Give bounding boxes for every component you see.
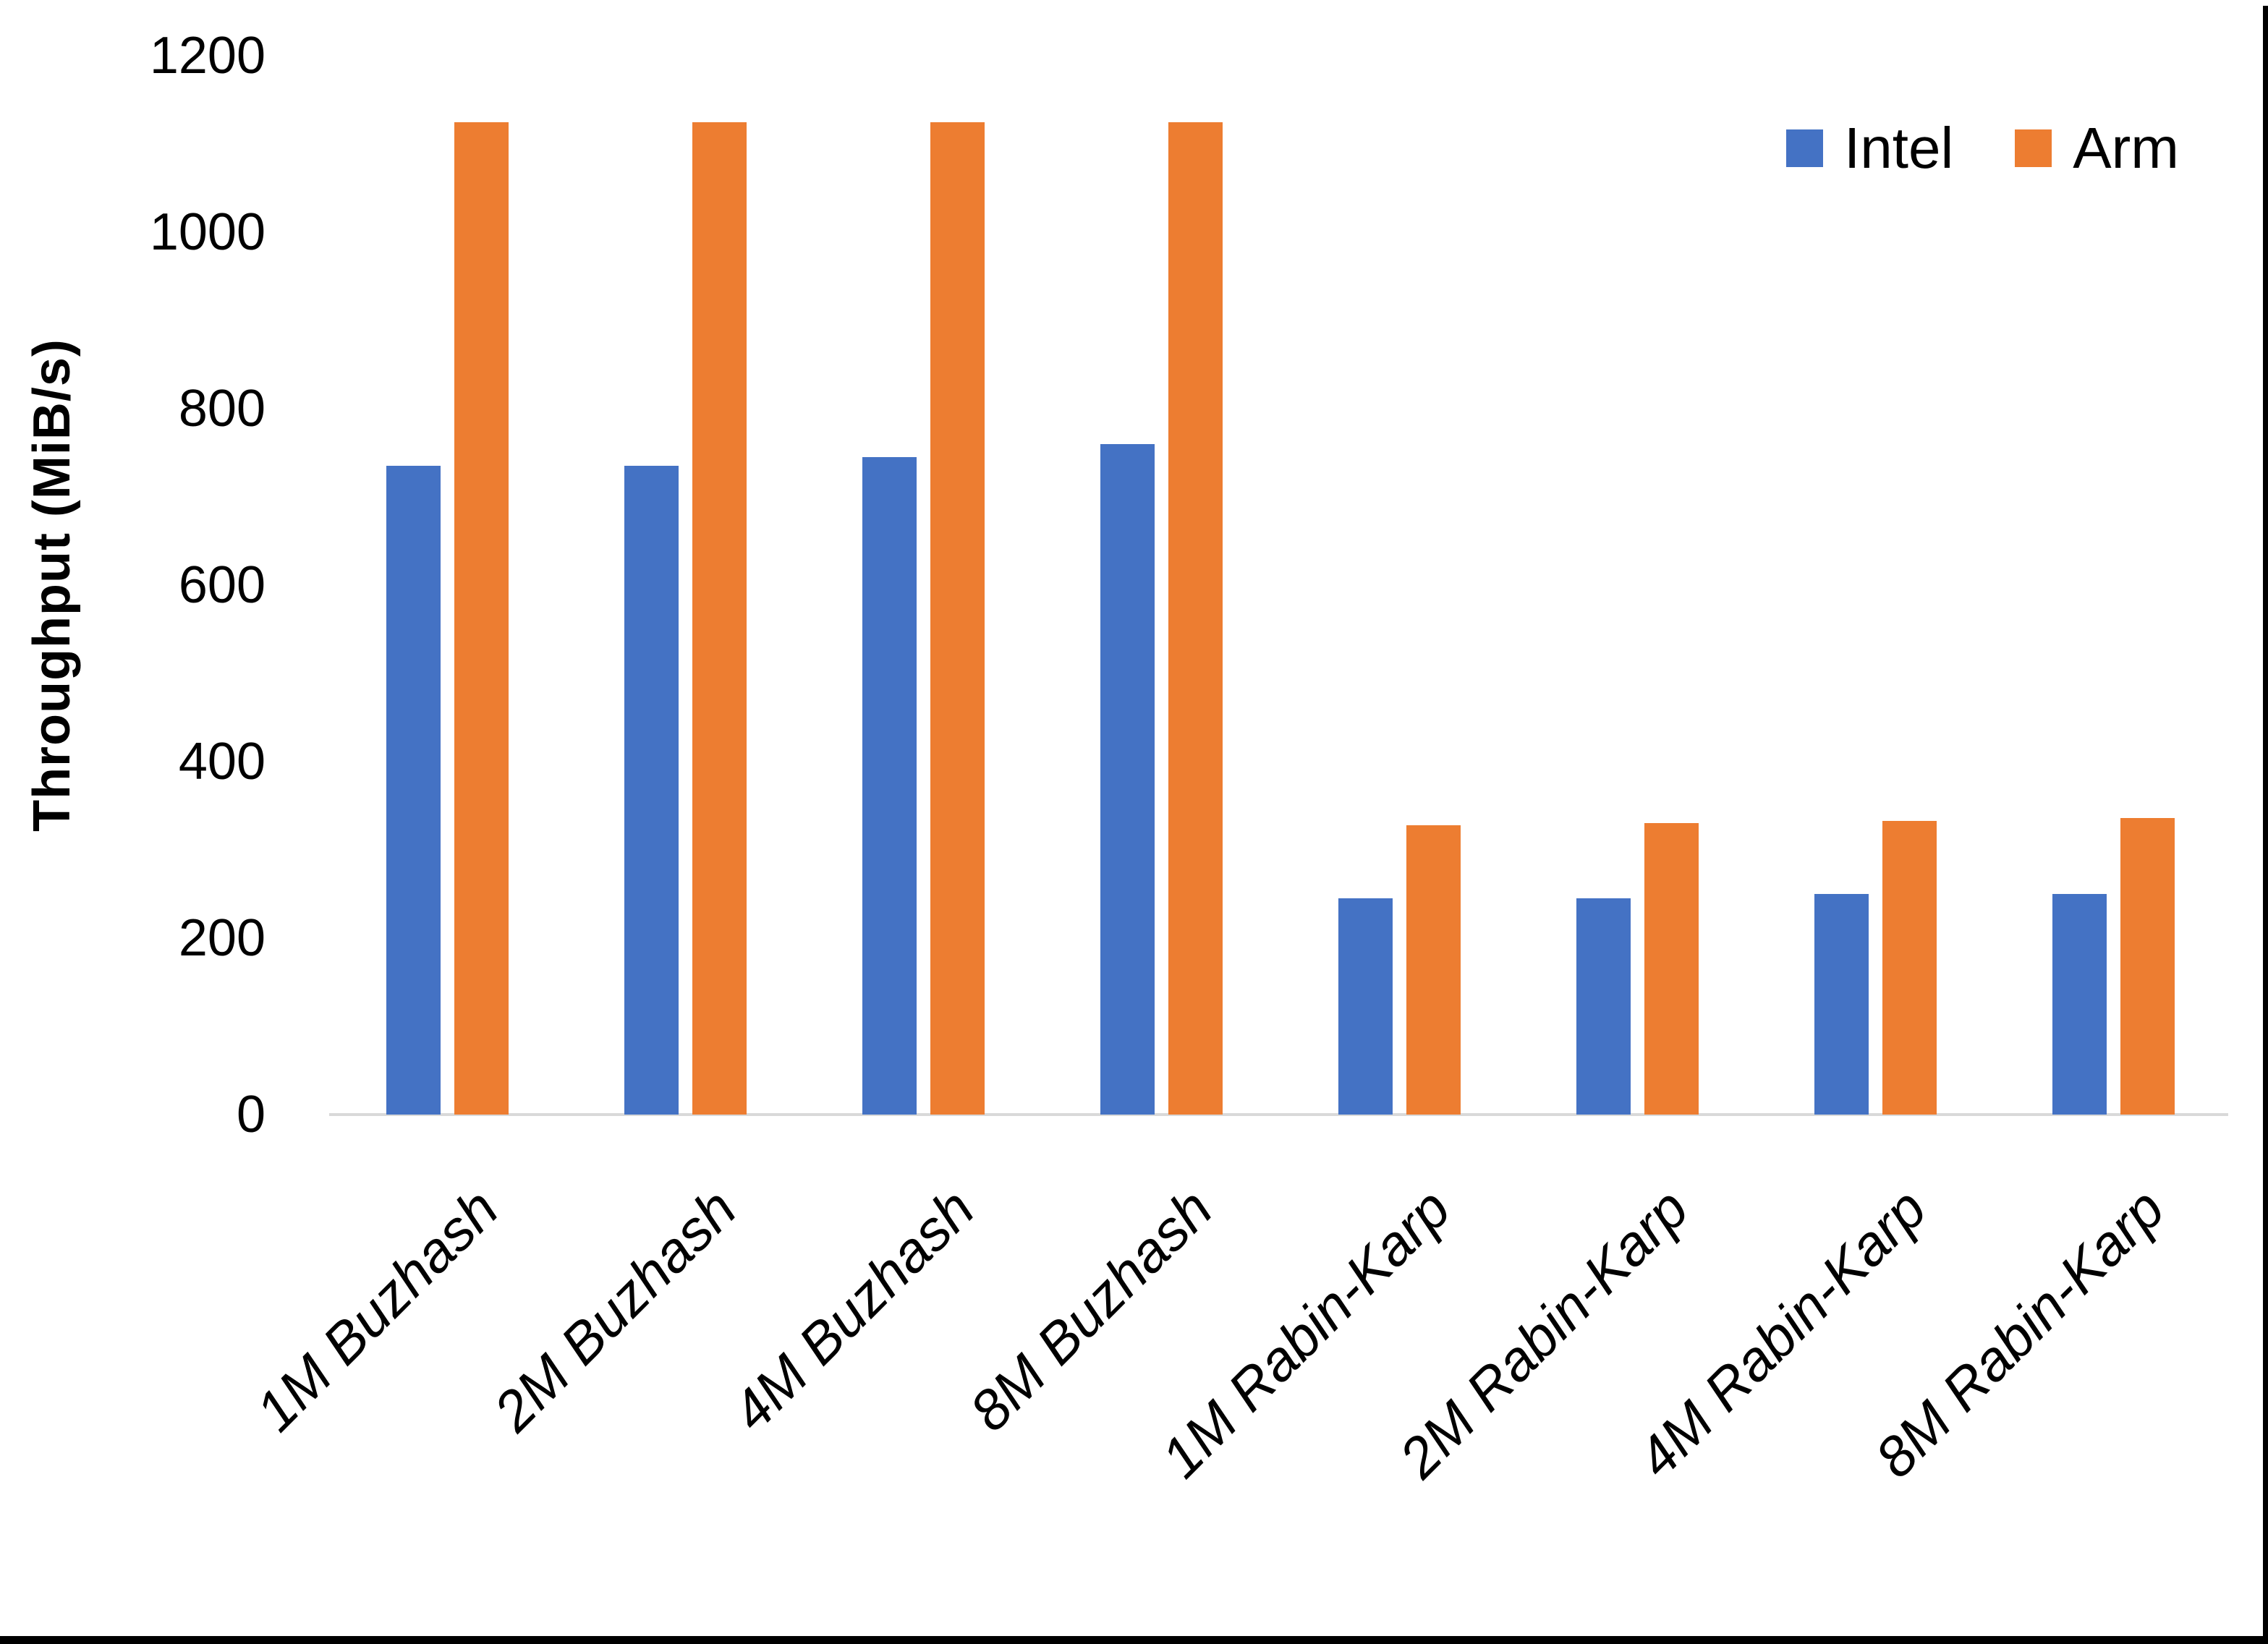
legend: Intel Arm [1786,119,2179,177]
bar-intel-2m-buzhash [624,466,679,1115]
bar-intel-8m-buzhash [1100,443,1155,1115]
legend-label-intel: Intel [1844,116,1954,180]
scan-border-right [2263,6,2268,1644]
y-tick-label-1000: 1000 [149,203,266,261]
bar-intel-4m-rabin-karp [1814,894,1869,1115]
bar-intel-4m-buzhash [862,457,917,1115]
x-tick-label-8m-buzhash: 8M Buzhash [957,1176,1225,1444]
x-tick-label-4m-buzhash: 4M Buzhash [719,1176,987,1444]
bar-arm-8m-rabin-karp [2120,818,2175,1115]
arm-series-swatch-icon [2015,129,2052,167]
x-axis-line [329,1113,2228,1116]
intel-series-swatch-icon [1786,129,1823,167]
bar-intel-2m-rabin-karp [1576,898,1631,1115]
y-tick-label-600: 600 [178,556,266,614]
bar-intel-1m-rabin-karp [1338,898,1393,1115]
bar-arm-4m-rabin-karp [1882,820,1937,1115]
y-tick-label-200: 200 [178,909,266,967]
bar-arm-4m-buzhash [930,122,985,1115]
x-tick-label-2m-buzhash: 2M Buzhash [481,1176,749,1444]
legend-item-intel: Intel [1786,119,1953,177]
bar-arm-2m-buzhash [692,122,747,1115]
scan-border-bottom [0,1636,2268,1644]
legend-label-arm: Arm [2073,116,2179,180]
bar-arm-2m-rabin-karp [1644,823,1699,1115]
y-tick-label-1200: 1200 [149,27,266,85]
y-tick-label-800: 800 [178,380,266,438]
legend-item-arm: Arm [2015,119,2179,177]
bar-intel-8m-rabin-karp [2052,894,2107,1115]
x-tick-label-1m-buzhash: 1M Buzhash [243,1176,511,1444]
bar-arm-1m-buzhash [454,122,509,1115]
y-tick-label-0: 0 [236,1086,266,1143]
bar-intel-1m-buzhash [386,466,441,1115]
y-tick-label-400: 400 [178,733,266,791]
bar-arm-8m-buzhash [1168,122,1223,1115]
bar-arm-1m-rabin-karp [1406,825,1461,1115]
